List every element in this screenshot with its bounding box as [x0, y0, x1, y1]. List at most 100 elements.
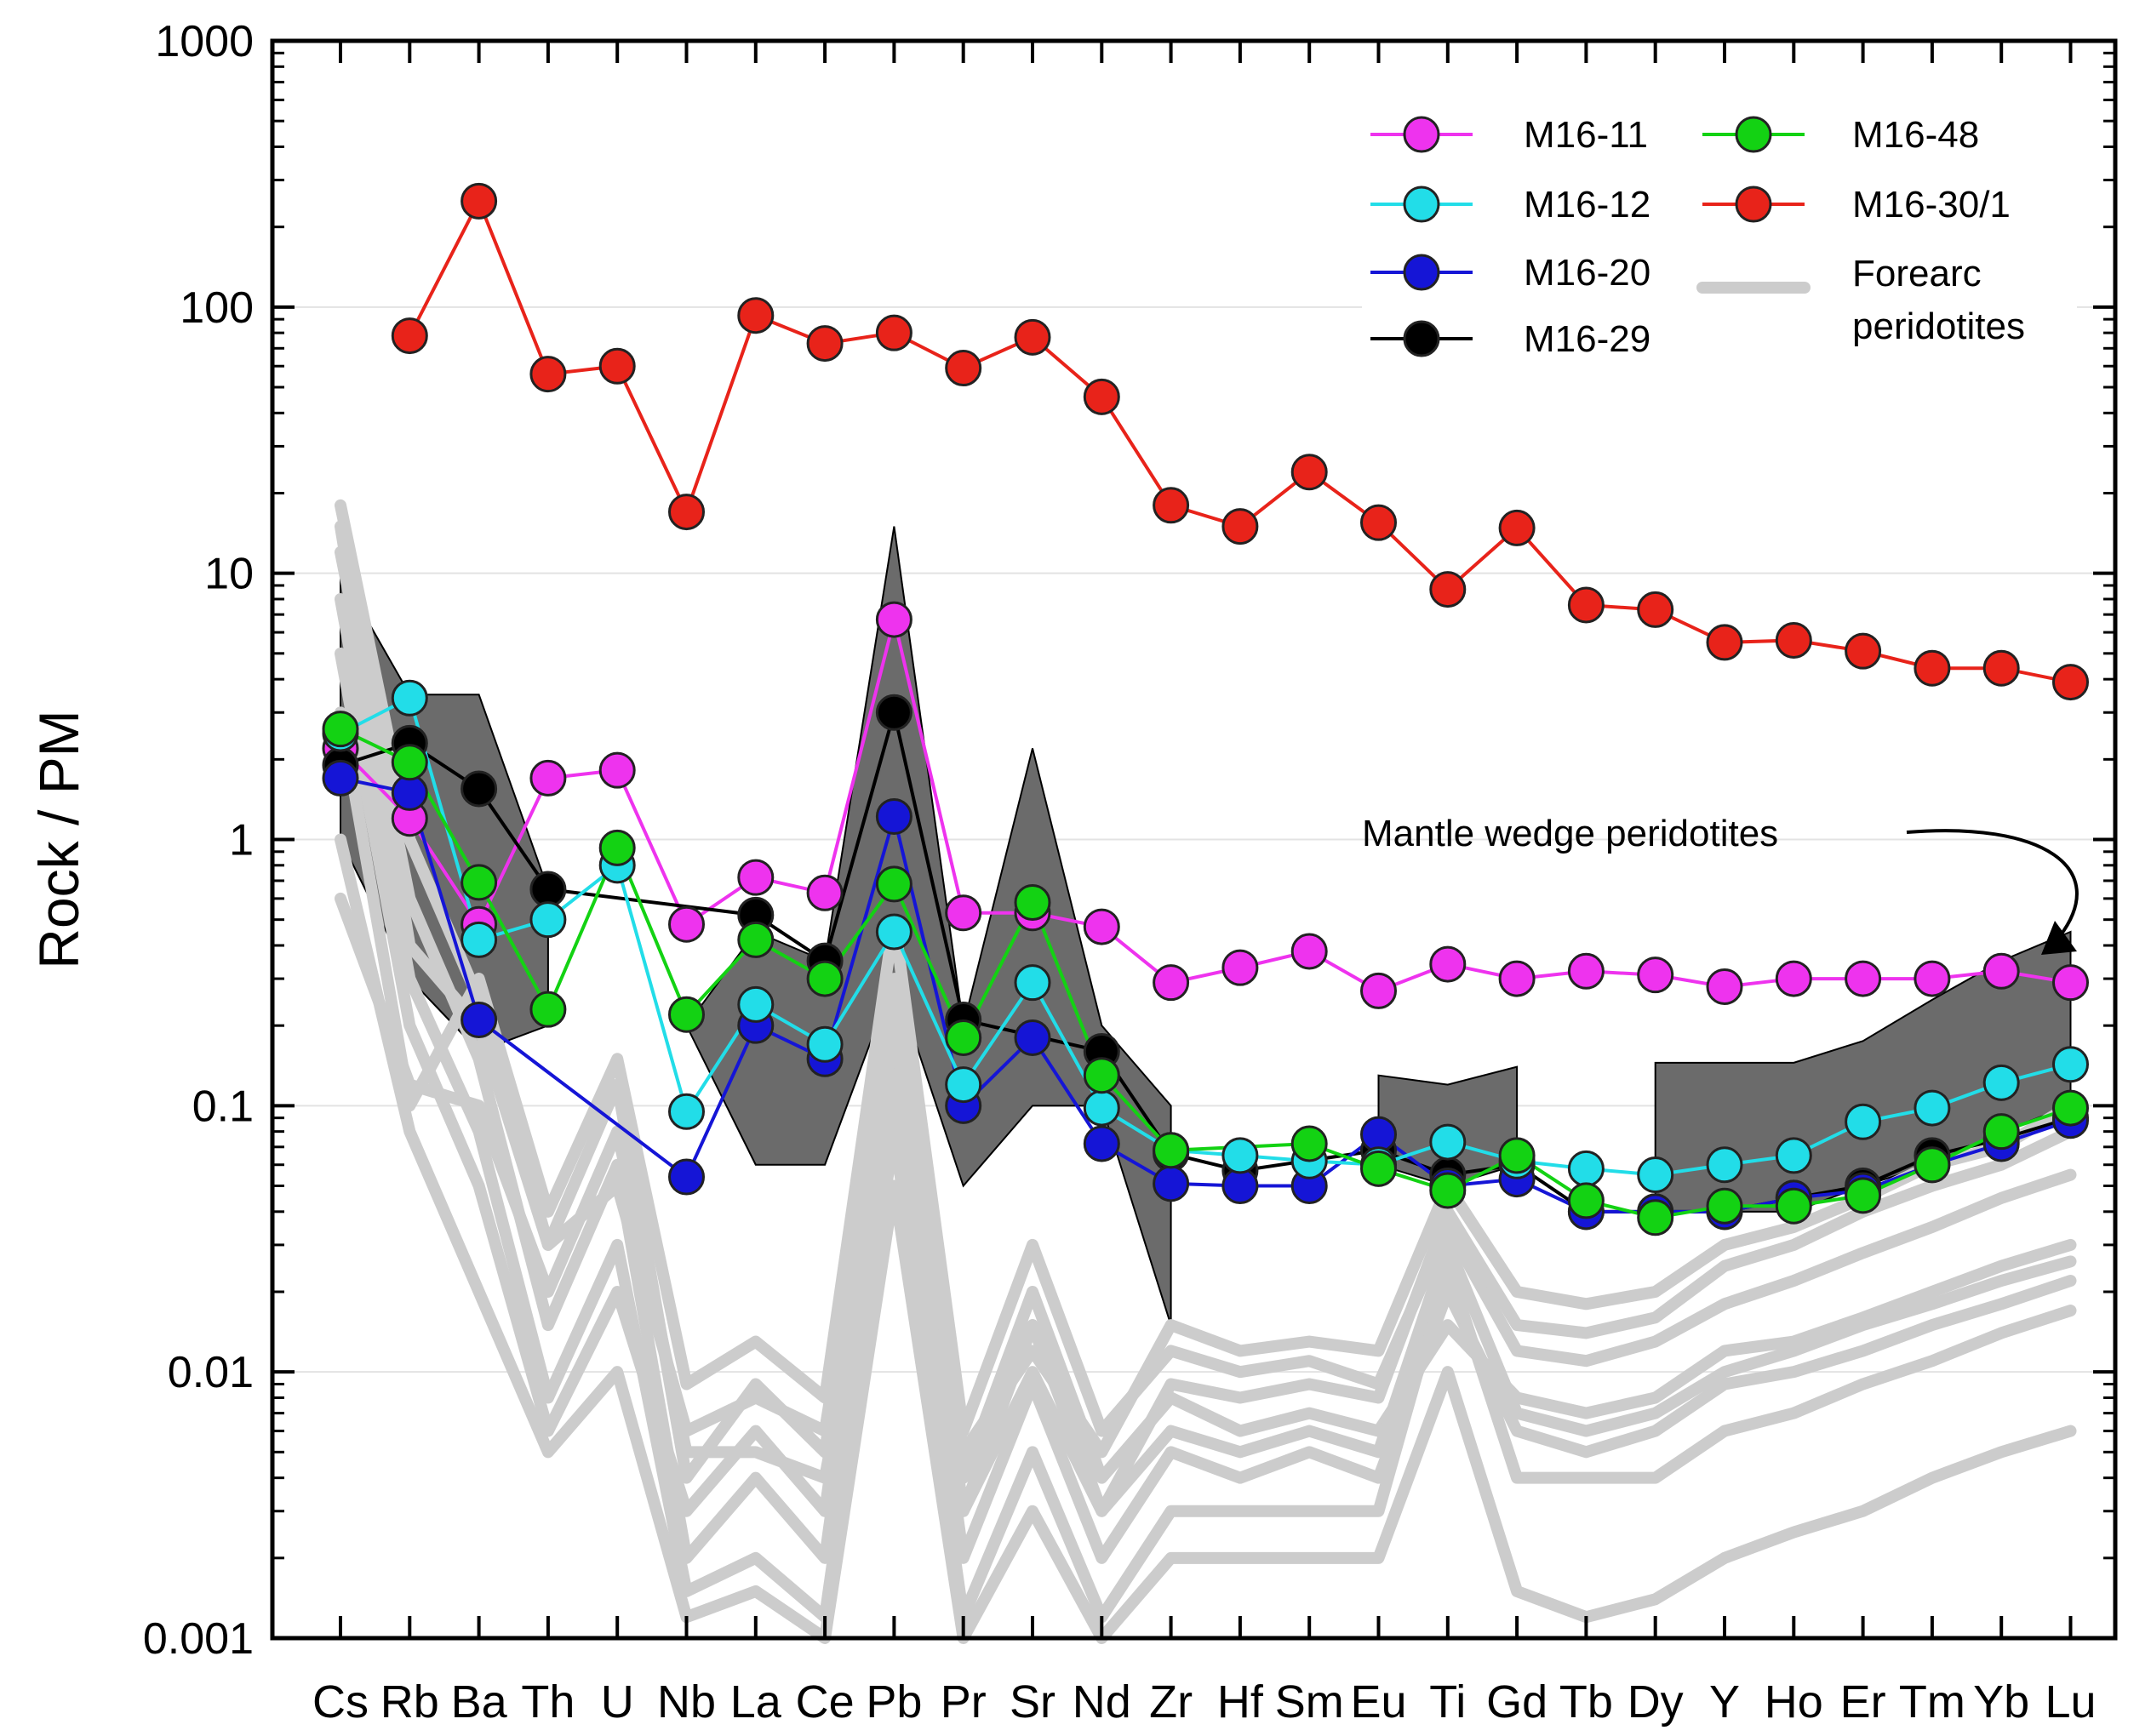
data-point-m16-12	[1775, 1137, 1812, 1174]
forearc-peridotite-line	[335, 706, 2077, 1437]
legend-label: Forearc	[1852, 253, 1982, 294]
x-tick-label: Rb	[380, 1676, 439, 1727]
forearc-peridotite-line	[335, 592, 2077, 1624]
data-point-m16-48	[1775, 1187, 1812, 1225]
x-tick-label: Sm	[1275, 1676, 1344, 1727]
data-point-m16-30-1	[2052, 664, 2089, 701]
data-point-m16-20	[391, 774, 428, 811]
data-point-m16-30-1	[529, 356, 567, 393]
data-point-m16-20	[668, 1158, 705, 1196]
x-tick-label: Hf	[1217, 1676, 1264, 1727]
data-point-m16-11	[1360, 972, 1397, 1009]
data-point-m16-30-1	[1567, 586, 1605, 624]
data-point-m16-48	[1290, 1125, 1328, 1162]
x-tick-label: Ti	[1429, 1676, 1466, 1727]
x-tick-label: Pb	[866, 1676, 922, 1727]
data-point-m16-30-1	[668, 494, 705, 531]
data-point-m16-48	[1845, 1177, 1882, 1214]
annotation-label: Mantle wedge peridotites	[1362, 813, 1778, 854]
legend-marker	[1403, 186, 1440, 223]
data-point-m16-11	[1429, 945, 1467, 983]
data-point-m16-48	[1637, 1199, 1674, 1236]
data-point-m16-30-1	[391, 317, 428, 355]
annotation-arrowhead	[2041, 921, 2077, 955]
data-point-m16-30-1	[1014, 318, 1051, 356]
data-point-m16-48	[1567, 1182, 1605, 1219]
data-point-m16-30-1	[1360, 504, 1397, 541]
data-point-m16-11	[1775, 960, 1812, 997]
data-point-m16-12	[2052, 1046, 2089, 1083]
series-points	[322, 182, 2089, 1236]
y-tick-label: 1000	[155, 17, 254, 66]
data-point-m16-48	[945, 1019, 982, 1056]
mantle-wedge-annotation: Mantle wedge peridotites	[1362, 813, 2079, 955]
data-point-m16-12	[1567, 1150, 1605, 1187]
x-tick-label: Gd	[1486, 1676, 1547, 1727]
annotation-arrow	[1906, 829, 2079, 938]
x-tick-label: Th	[521, 1676, 575, 1727]
data-point-m16-12	[1706, 1146, 1743, 1184]
data-point-m16-48	[1360, 1150, 1397, 1187]
forearc-peridotite-line	[335, 892, 2077, 1517]
data-point-m16-20	[1153, 1165, 1190, 1202]
data-point-m16-48	[2052, 1089, 2089, 1127]
legend-label: M16-29	[1524, 318, 1650, 360]
data-point-m16-12	[1083, 1089, 1120, 1127]
legend-label: M16-30/1	[1852, 184, 2011, 226]
data-point-m16-20	[1221, 1168, 1259, 1205]
data-point-m16-12	[529, 901, 567, 939]
data-point-m16-48	[737, 921, 775, 958]
data-point-m16-12	[1845, 1103, 1882, 1140]
data-point-m16-48	[875, 865, 912, 903]
legend-label: M16-11	[1524, 114, 1648, 156]
data-point-m16-20	[1014, 1019, 1051, 1056]
data-point-m16-11	[1567, 952, 1605, 990]
data-point-m16-30-1	[1221, 508, 1259, 545]
data-point-m16-30-1	[1290, 454, 1328, 491]
data-point-m16-48	[1153, 1132, 1190, 1169]
data-point-m16-48	[1706, 1187, 1743, 1225]
data-point-m16-11	[1083, 908, 1120, 945]
x-tick-label: Cs	[312, 1676, 369, 1727]
data-point-m16-12	[1014, 964, 1051, 1002]
x-tick-label: Sr	[1010, 1676, 1055, 1727]
data-point-m16-11	[945, 894, 982, 932]
data-point-m16-30-1	[1083, 378, 1120, 415]
data-point-m16-11	[529, 759, 567, 797]
x-tick-label: Ce	[796, 1676, 855, 1727]
data-point-m16-12	[461, 921, 498, 958]
data-point-m16-11	[1845, 960, 1882, 997]
data-point-m16-11	[806, 874, 844, 911]
data-point-m16-30-1	[461, 182, 498, 220]
x-tick-label: Ho	[1765, 1676, 1823, 1727]
legend-marker	[1403, 320, 1440, 357]
legend-label: M16-12	[1524, 184, 1650, 226]
data-point-m16-12	[1221, 1137, 1259, 1174]
x-tick-label: Er	[1840, 1676, 1886, 1727]
forearc-peridotite-line	[335, 499, 2077, 1484]
data-point-m16-29	[529, 871, 567, 908]
data-point-m16-11	[1221, 949, 1259, 986]
x-axis: Cs Rb Ba Th U Nb La Ce Pb Pr Sr Nd Zr Hf Sm Eu Ti Gd Tb Dy Y…	[312, 41, 2097, 1727]
data-point-m16-12	[945, 1066, 982, 1104]
data-point-m16-48	[1982, 1113, 2020, 1151]
data-point-m16-30-1	[1845, 632, 1882, 670]
data-point-m16-29	[461, 770, 498, 808]
x-tick-label: U	[601, 1676, 634, 1727]
data-point-m16-12	[806, 1025, 844, 1063]
y-axis-label: Rock / PM	[27, 710, 90, 968]
legend: M16-11 M16-12 M16-20 M16-29 M16-48 M16-30/1 Fo…	[1362, 100, 2077, 381]
x-tick-label: Lu	[2045, 1676, 2096, 1727]
legend-marker	[1735, 186, 1772, 223]
y-tick-label: 0.001	[143, 1614, 254, 1664]
data-point-m16-12	[668, 1093, 705, 1130]
x-tick-label: La	[730, 1676, 782, 1727]
data-point-m16-20	[1083, 1125, 1120, 1162]
legend-label: M16-48	[1852, 114, 1979, 156]
data-point-m16-12	[1914, 1089, 1951, 1127]
legend-marker	[1403, 254, 1440, 291]
x-tick-label: Tb	[1559, 1676, 1613, 1727]
series-line-m16-11	[339, 619, 2071, 993]
data-point-m16-30-1	[1706, 624, 1743, 661]
